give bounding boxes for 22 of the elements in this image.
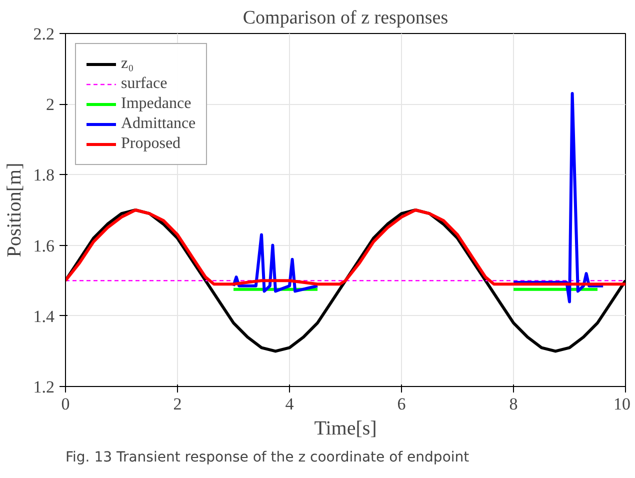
legend-label: surface <box>121 75 168 93</box>
legend-label: Proposed <box>121 135 181 153</box>
y-tick-label: 1.2 <box>33 378 54 396</box>
y-tick-label: 1.8 <box>33 166 54 185</box>
legend-label: Impedance <box>121 95 192 113</box>
y-tick-label: 1.6 <box>33 236 54 256</box>
legend-label: z₀ <box>121 55 135 73</box>
x-tick-label: 4 <box>285 394 294 414</box>
x-tick-label: 8 <box>509 394 518 414</box>
y-tick-label: 2.2 <box>33 24 54 44</box>
caption: Fig. 13 Transient response of the z coordinate of endpoint <box>66 450 470 466</box>
y-tick-label: 2 <box>46 95 54 114</box>
x-tick-label: 10 <box>614 394 630 414</box>
line-series <box>66 208 626 286</box>
legend-label: Admittance <box>121 115 196 133</box>
y-tick-label: 1.4 <box>33 306 55 326</box>
x-tick-label: 2 <box>173 394 182 414</box>
y-axis-title: Position[m] <box>3 162 26 258</box>
x-tick-label: 6 <box>397 394 406 414</box>
chart-title: Comparison of z responses <box>242 8 448 28</box>
x-tick-label: 0 <box>61 394 70 414</box>
x-axis-title: Time[s] <box>314 418 377 440</box>
